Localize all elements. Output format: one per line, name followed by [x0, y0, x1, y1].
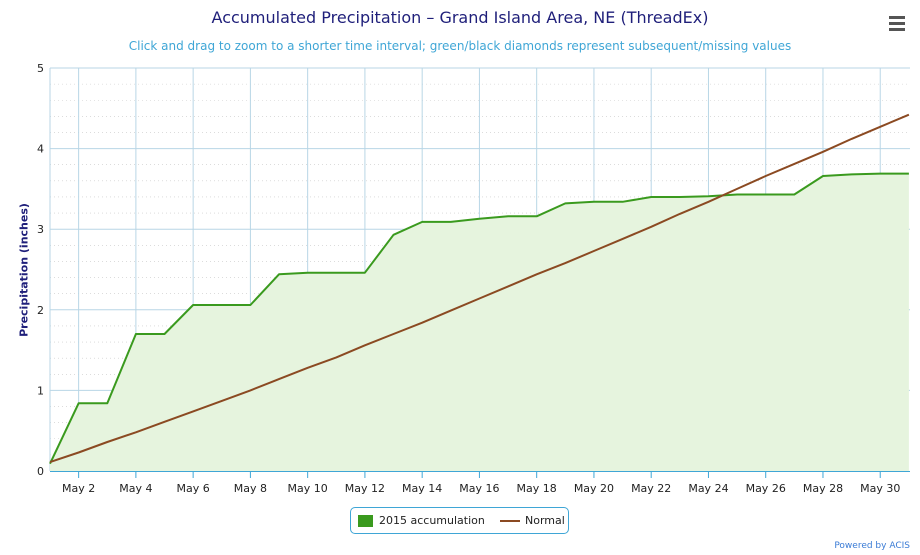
- y-tick-label: 2: [37, 304, 44, 317]
- series-line-normal[interactable]: [49, 113, 910, 464]
- x-tick-label: May 10: [288, 482, 328, 495]
- legend-swatch-2015-accumulation: [358, 515, 373, 527]
- series-line-2015-accumulation[interactable]: [49, 172, 909, 465]
- y-tick-label: 3: [37, 223, 44, 236]
- legend-swatch-normal: [500, 520, 520, 522]
- y-axis-label: Precipitation (inches): [17, 203, 31, 337]
- y-tick-label: 0: [37, 465, 44, 478]
- chart-subtitle: Click and drag to zoom to a shorter time…: [128, 39, 792, 53]
- credits-link[interactable]: Powered by ACIS: [834, 541, 910, 551]
- x-tick-label: May 28: [803, 482, 843, 495]
- x-tick-label: May 26: [746, 482, 786, 495]
- legend-label-normal: Normal: [525, 514, 565, 527]
- x-tick-label: May 14: [402, 482, 442, 495]
- y-tick-label: 4: [37, 143, 44, 156]
- x-tick-label: May 24: [688, 482, 728, 495]
- chart-title: Accumulated Precipitation – Grand Island…: [211, 8, 709, 27]
- x-tick-label: May 8: [234, 482, 267, 495]
- x-tick-label: May 4: [119, 482, 152, 495]
- legend-label-2015-accumulation: 2015 accumulation: [379, 514, 485, 527]
- x-tick-label: May 6: [177, 482, 210, 495]
- x-tick-label: May 12: [345, 482, 385, 495]
- x-tick-label: May 22: [631, 482, 671, 495]
- y-tick-label: 5: [37, 62, 44, 75]
- x-tick-label: May 30: [860, 482, 900, 495]
- x-tick-label: May 2: [62, 482, 95, 495]
- chart-legend: 2015 accumulation Normal: [350, 507, 569, 534]
- x-tick-label: May 16: [459, 482, 499, 495]
- x-tick-label: May 18: [517, 482, 557, 495]
- y-tick-label: 1: [37, 384, 44, 397]
- x-tick-label: May 20: [574, 482, 614, 495]
- chart-menu-button[interactable]: [886, 14, 908, 32]
- series-area-2015-accumulation: [50, 173, 909, 471]
